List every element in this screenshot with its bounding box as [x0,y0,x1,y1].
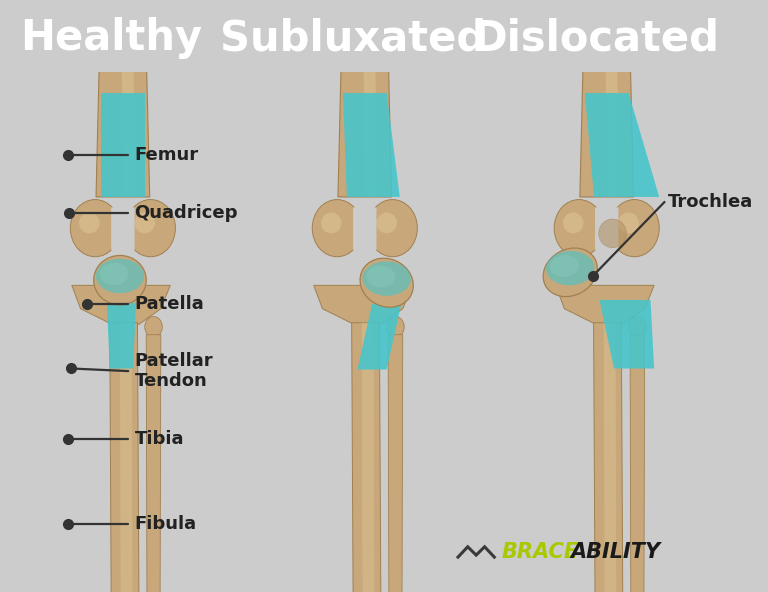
Polygon shape [556,285,654,324]
Ellipse shape [100,263,128,285]
Text: Fibula: Fibula [134,516,197,533]
Ellipse shape [546,251,594,285]
Ellipse shape [71,200,120,257]
Polygon shape [101,93,144,197]
Text: Patellar
Tendon: Patellar Tendon [134,352,213,391]
Text: Trochlea: Trochlea [668,193,753,211]
Text: Femur: Femur [134,146,198,165]
Polygon shape [107,303,136,368]
Polygon shape [630,334,644,592]
Polygon shape [605,52,618,197]
Text: ABILITY: ABILITY [571,542,660,562]
Polygon shape [146,334,161,592]
Polygon shape [338,52,392,197]
Text: Subluxated: Subluxated [220,17,486,59]
Text: BRACE: BRACE [502,542,578,562]
Ellipse shape [554,200,604,257]
Polygon shape [313,285,412,324]
Polygon shape [96,52,150,197]
Ellipse shape [376,213,397,233]
Ellipse shape [96,259,144,293]
Polygon shape [352,323,381,592]
Ellipse shape [126,200,175,257]
Polygon shape [600,300,654,368]
Polygon shape [363,52,376,197]
Ellipse shape [360,258,413,307]
Ellipse shape [313,200,362,257]
Text: Tibia: Tibia [134,430,184,448]
Ellipse shape [628,317,646,337]
Text: Patella: Patella [134,295,204,313]
Polygon shape [595,207,618,259]
Ellipse shape [610,200,659,257]
Ellipse shape [563,213,584,233]
Polygon shape [121,52,134,197]
Ellipse shape [387,317,404,337]
Polygon shape [362,323,374,592]
Polygon shape [357,304,401,369]
Text: Quadricep: Quadricep [134,204,238,221]
Polygon shape [120,323,132,592]
Polygon shape [71,285,170,324]
Ellipse shape [321,213,342,233]
Ellipse shape [550,255,579,277]
Ellipse shape [543,248,598,297]
Ellipse shape [362,261,411,296]
Ellipse shape [366,265,396,288]
Polygon shape [353,207,376,259]
Ellipse shape [79,213,100,233]
Text: Healthy: Healthy [20,17,203,59]
Ellipse shape [134,213,155,233]
Text: Dislocated: Dislocated [472,17,719,59]
Ellipse shape [94,255,146,305]
Polygon shape [604,323,616,592]
Polygon shape [111,207,134,259]
Polygon shape [343,93,400,197]
Polygon shape [110,323,139,592]
Ellipse shape [618,213,639,233]
Ellipse shape [368,200,417,257]
Polygon shape [594,323,623,592]
Ellipse shape [599,219,627,247]
Ellipse shape [144,317,162,337]
Polygon shape [585,93,659,197]
Polygon shape [388,334,402,592]
Polygon shape [580,52,634,197]
